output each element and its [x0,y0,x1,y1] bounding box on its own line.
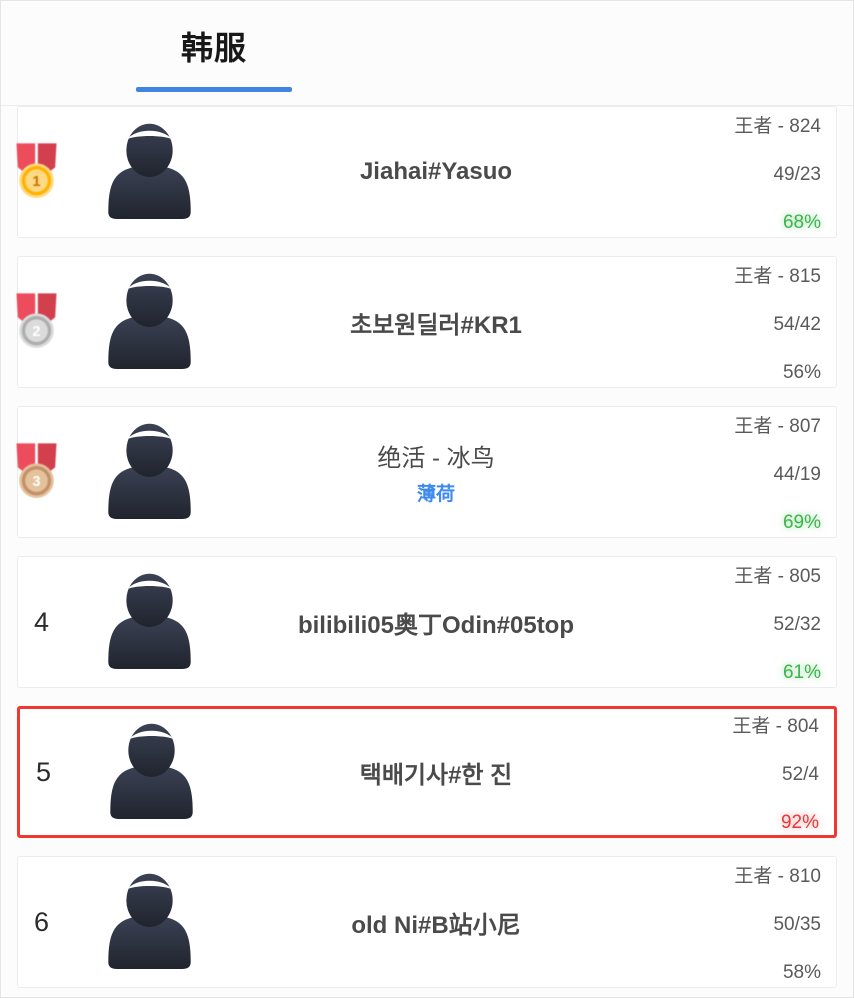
svg-text:2: 2 [32,324,40,340]
svg-text:1: 1 [32,174,40,190]
svg-text:3: 3 [32,474,40,490]
